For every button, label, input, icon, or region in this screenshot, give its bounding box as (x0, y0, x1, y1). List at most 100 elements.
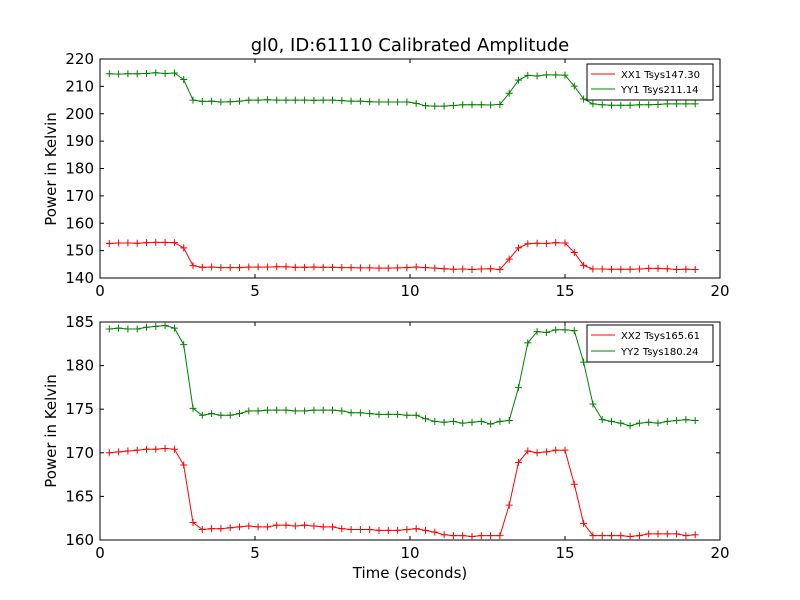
bottom-series-0-point (273, 521, 281, 529)
bottom-y-tick-label: 170 (65, 444, 94, 462)
top-series-1-point (654, 100, 662, 108)
top-series-0-point (663, 265, 671, 273)
top-series-1-point (143, 70, 150, 78)
bottom-series-1-point (561, 326, 569, 334)
top-series-0-point (273, 263, 281, 271)
bottom-series-1-point (626, 422, 634, 430)
bottom-series-0-point (394, 526, 402, 534)
bottom-series-0-point (384, 526, 392, 534)
bottom-series-1-point (440, 418, 448, 426)
bottom-series-1-point (552, 326, 560, 334)
top-series-1-point (245, 96, 253, 104)
top-y-tick-label: 180 (65, 160, 94, 178)
bottom-series-1-point (356, 409, 364, 417)
top-series-1-point (254, 96, 262, 104)
top-series-0-point (533, 239, 541, 247)
top-series-0-point (189, 262, 197, 270)
top-series-0-point (598, 265, 606, 273)
bottom-series-0-point (663, 530, 671, 538)
top-series-0-point (143, 239, 150, 247)
bottom-y-tick-label: 180 (65, 357, 94, 375)
bottom-series-1-point (663, 417, 671, 425)
bottom-series-0-point (366, 526, 374, 534)
bottom-series-0-point (319, 523, 327, 531)
bottom-series-1-point (226, 411, 234, 419)
bottom-series-1-point (505, 417, 513, 425)
top-legend-box (586, 63, 714, 101)
top-series-0-point (626, 265, 634, 273)
top-y-tick-label: 160 (65, 214, 94, 232)
bottom-series-1-point (245, 407, 253, 415)
bottom-series-1-point (477, 417, 485, 425)
top-series-1-point (422, 102, 429, 110)
bottom-series-1-point (617, 419, 625, 427)
bottom-series-0-point (505, 501, 513, 509)
bottom-series-0-point (254, 523, 262, 531)
bottom-y-axis-label: Power in Kelvin (42, 374, 60, 488)
bottom-series-0-point (282, 521, 290, 529)
bottom-series-1-point (208, 410, 216, 418)
bottom-series-1-point (217, 411, 225, 419)
bottom-legend-yy2-label: YY2 Tsys180.24 (620, 347, 699, 358)
top-series-1-point (682, 100, 690, 108)
bottom-y-tick-label: 160 (65, 531, 94, 549)
bottom-series-0-point (180, 461, 188, 469)
bottom-series-1-point (422, 415, 429, 423)
top-x-tick-label: 10 (400, 282, 419, 300)
top-series-0-point (505, 255, 513, 263)
top-y-tick-label: 170 (65, 187, 94, 205)
bottom-series-0-point (226, 524, 234, 532)
bottom-series-0-point (552, 446, 560, 454)
top-series-0-point (282, 263, 290, 271)
bottom-series-1-point (533, 328, 541, 336)
top-series-0-point (589, 265, 597, 273)
top-legend-yy1-label: YY1 Tsys211.14 (620, 85, 699, 96)
top-x-tick-label: 15 (555, 282, 574, 300)
top-series-0-point (198, 263, 206, 271)
top-series-1-point (431, 102, 439, 110)
bottom-series-1-point (375, 410, 383, 418)
top-series-0-point (152, 238, 160, 246)
top-series-1-point (180, 76, 188, 84)
top-series-0-point (356, 264, 364, 272)
bottom-plot-content: 0 5 10 15 20 160 165 170 175 180 185 (65, 313, 729, 562)
top-subplot: gl0, ID:61110 Calibrated Amplitude Power… (42, 35, 730, 300)
bottom-series-0-point (626, 533, 634, 541)
top-series-1-point (505, 89, 513, 97)
bottom-series-0-point (654, 530, 662, 538)
top-series-1-point (570, 82, 578, 90)
bottom-series-0-point (635, 532, 643, 540)
bottom-series-0-point (133, 446, 141, 454)
top-series-1-point (617, 101, 625, 109)
bottom-series-1-point (310, 406, 318, 414)
bottom-series-0-point (329, 523, 336, 531)
bottom-series-0-point (459, 532, 467, 540)
top-legend: XX1 Tsys147.30 YY1 Tsys211.14 (586, 63, 714, 101)
bottom-series-1-point (431, 417, 439, 425)
bottom-series-0-point (412, 525, 420, 533)
bottom-series-1-point (645, 418, 653, 426)
bottom-series-1-point (133, 325, 141, 333)
top-series-1-point (124, 70, 132, 78)
top-y-tick-label: 140 (65, 269, 94, 287)
bottom-series-0-point (608, 532, 615, 540)
bottom-y-tick-label: 175 (65, 400, 94, 418)
bottom-series-0-point (496, 532, 504, 540)
bottom-series-0-point (542, 448, 550, 456)
bottom-series-0-point (105, 449, 113, 457)
top-series-1-point (226, 98, 234, 106)
top-y-tick-label: 190 (65, 132, 94, 150)
bottom-series-0-point (245, 522, 253, 530)
bottom-series-0-point (422, 526, 429, 534)
top-series-1-point (468, 101, 476, 109)
bottom-series-1-point (515, 383, 522, 391)
top-series-1-point (189, 96, 197, 104)
top-series-1-point (449, 102, 457, 110)
top-series-1-point (170, 69, 178, 77)
top-series-1-point (459, 101, 467, 109)
bottom-series-1-point (236, 410, 243, 418)
top-series-1-point (198, 97, 206, 105)
bottom-series-0-point (347, 526, 355, 534)
bottom-series-0-point (468, 533, 476, 541)
x-axis-label: Time (seconds) (352, 564, 468, 582)
